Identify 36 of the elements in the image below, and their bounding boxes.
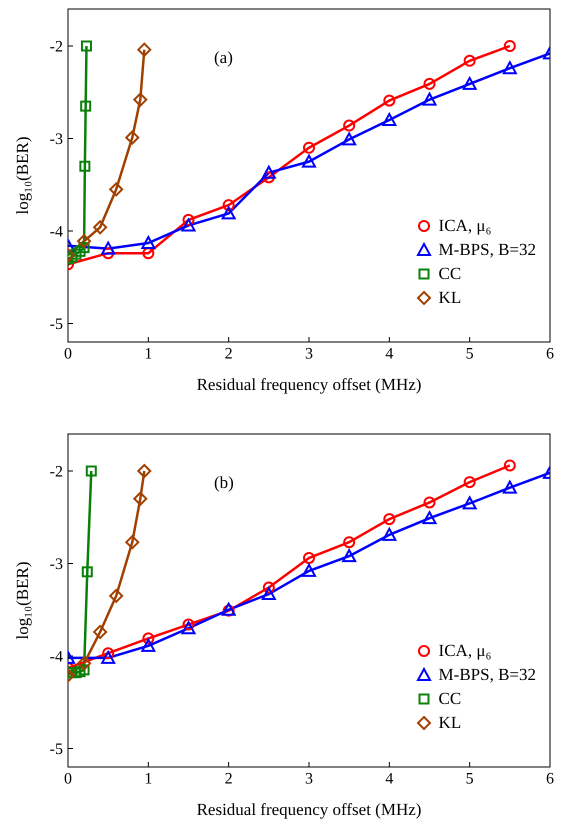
x-tick-label: 0	[64, 345, 72, 362]
y-tick-label: -2	[50, 464, 63, 481]
legend-label: M-BPS, B=32	[438, 664, 536, 686]
x-tick-label: 4	[385, 770, 394, 788]
x-tick-label: 5	[466, 345, 474, 362]
x-axis-title: Residual frequency offset (MHz)	[196, 800, 422, 819]
x-tick-label: 2	[224, 770, 233, 788]
y-tick-label: -3	[50, 131, 63, 148]
x-tick-label: 6	[546, 345, 554, 362]
annotation: (a)	[214, 48, 233, 68]
x-tick-label: 6	[546, 770, 554, 788]
legend-label: M-BPS, B=32	[438, 239, 536, 261]
legend-label: ICA, μ₆	[438, 215, 492, 237]
y-tick-label: -2	[50, 38, 63, 56]
y-tick-label: -3	[50, 556, 63, 574]
legend-label: KL	[438, 287, 462, 309]
legend-label: CC	[438, 688, 462, 710]
y-axis-title: log₁₀(BER)	[13, 562, 32, 640]
x-tick-label: 1	[144, 770, 152, 788]
y-tick-label: -5	[50, 741, 63, 758]
x-tick-label: 2	[224, 345, 233, 362]
y-axis-title: log₁₀(BER)	[13, 136, 32, 214]
legend-label: KL	[438, 712, 462, 734]
annotation: (b)	[214, 473, 234, 493]
y-tick-label: -4	[50, 648, 63, 666]
y-tick-label: -4	[50, 224, 63, 241]
legend-label: CC	[438, 263, 462, 285]
x-tick-label: 3	[305, 770, 313, 788]
x-axis-title: Residual frequency offset (MHz)	[196, 375, 422, 394]
x-tick-label: 3	[305, 345, 313, 362]
x-tick-label: 4	[385, 345, 394, 362]
x-tick-label: 5	[466, 770, 474, 788]
y-tick-label: -5	[50, 316, 63, 334]
legend-label: ICA, μ₆	[438, 640, 492, 662]
x-tick-label: 1	[144, 345, 152, 362]
x-tick-label: 0	[64, 770, 72, 788]
